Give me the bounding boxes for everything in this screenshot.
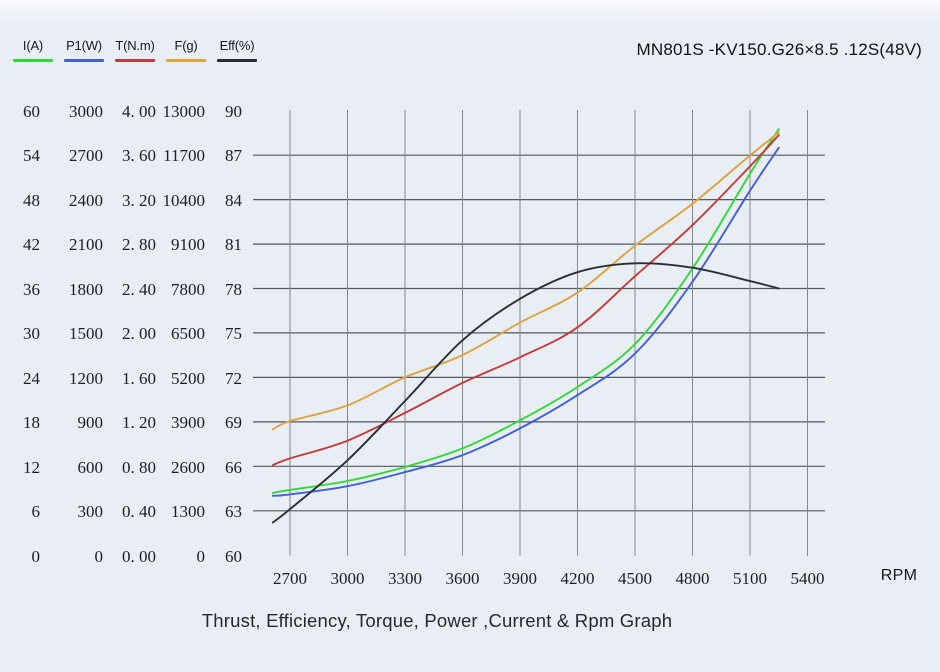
y-tick-label-eff: 72 [225,368,242,388]
x-tick-label: 5100 [733,569,767,588]
x-tick-label: 4800 [675,569,710,588]
legend-item-t-n-m: T(N.m) [115,38,155,62]
legend-item-p1-w: P1(W) [64,38,104,62]
y-tick-label-f-g: 6500 [171,324,205,344]
y-tick-label-t-n-m: 0. 00 [122,546,156,566]
y-tick-label-i-a: 36 [23,279,40,299]
y-tick-label-eff: 63 [225,502,242,522]
y-tick-label-f-g: 13000 [162,102,206,121]
y-tick-label-f-g: 2600 [171,457,205,477]
x-tick-label: 3300 [388,569,422,588]
y-tick-label-p1-w: 0 [94,546,104,566]
legend-label: T(N.m) [115,38,155,53]
y-tick-label-eff: 60 [225,546,242,566]
y-tick-label-t-n-m: 3. 20 [122,190,156,210]
y-tick-label-i-a: 42 [23,235,40,255]
y-tick-label-eff: 90 [225,102,242,121]
y-tick-label-i-a: 30 [23,324,40,344]
y-tick-label-t-n-m: 1. 20 [122,413,156,433]
y-tick-label-t-n-m: 1. 60 [122,368,156,388]
y-tick-label-p1-w: 3000 [69,102,103,121]
legend-label: Eff(%) [219,38,255,53]
y-tick-label-eff: 75 [225,324,242,344]
x-tick-label: 4500 [618,569,652,588]
y-tick-label-p1-w: 2400 [69,190,103,210]
legend-color-line [64,59,104,62]
y-tick-label-i-a: 6 [31,502,41,522]
y-tick-label-p1-w: 2700 [69,146,103,166]
y-tick-label-p1-w: 300 [77,502,104,522]
y-tick-label-eff: 84 [225,190,242,210]
series-line-p1-w [271,146,780,497]
x-tick-label: 5400 [790,569,825,588]
y-tick-label-i-a: 54 [23,146,40,166]
y-tick-label-t-n-m: 3. 60 [122,146,156,166]
legend-item-i-a: I(A) [13,38,53,62]
legend-color-line [166,59,206,62]
y-tick-label-t-n-m: 0. 40 [122,502,156,522]
series-line-t-n-m [271,134,780,467]
y-tick-label-eff: 78 [225,279,242,299]
y-tick-label-t-n-m: 2. 80 [122,235,156,255]
y-tick-label-eff: 87 [225,146,242,166]
series-line-f-g [271,131,780,431]
chart-legend: I(A) P1(W) T(N.m) F(g) Eff(%) [13,38,257,62]
x-tick-label: 3600 [445,569,480,588]
y-tick-label-i-a: 60 [23,102,40,121]
gridlines [253,110,825,556]
y-tick-label-f-g: 9100 [171,235,205,255]
legend-item-eff: Eff(%) [217,38,257,62]
y-tick-label-eff: 81 [225,235,242,255]
legend-item-f-g: F(g) [166,38,206,62]
x-axis-unit: RPM [880,567,918,584]
y-tick-label-i-a: 48 [23,190,40,210]
legend-label: F(g) [174,38,198,53]
y-tick-label-p1-w: 1200 [69,368,103,388]
y-tick-label-t-n-m: 2. 40 [122,279,156,299]
legend-label: P1(W) [66,38,102,53]
y-tick-label-f-g: 7800 [171,279,205,299]
legend-label: I(A) [22,38,44,53]
chart-title: MN801S -KV150.G26×8.5 .12S(48V) [636,40,922,59]
y-tick-label-p1-w: 1800 [69,279,103,299]
y-tick-label-f-g: 5200 [171,368,205,388]
y-tick-label-p1-w: 600 [77,457,104,477]
y-tick-label-t-n-m: 4. 00 [122,102,156,121]
y-tick-label-p1-w: 1500 [69,324,103,344]
x-tick-label: 2700 [273,569,307,588]
y-tick-label-i-a: 12 [23,457,40,477]
y-tick-label-t-n-m: 0. 80 [122,457,156,477]
x-tick-label: 3900 [503,569,537,588]
y-tick-label-p1-w: 900 [77,413,104,433]
legend-color-line [217,59,257,62]
legend-color-line [115,59,155,62]
x-tick-label: 4200 [560,569,595,588]
series-line-i-a [271,128,780,494]
y-tick-label-f-g: 3900 [171,413,205,433]
series-line-eff [271,262,780,524]
y-tick-label-i-a: 0 [31,546,41,566]
y-tick-label-eff: 66 [225,457,242,477]
y-tick-label-t-n-m: 2. 00 [122,324,156,344]
y-tick-label-i-a: 24 [23,368,40,388]
y-tick-label-f-g: 10400 [162,190,206,210]
y-tick-label-eff: 69 [225,413,242,433]
y-tick-label-f-g: 0 [196,546,206,566]
y-tick-label-i-a: 18 [23,413,40,433]
x-tick-label: 3000 [330,569,365,588]
chart-caption: Thrust, Efficiency, Torque, Power ,Curre… [201,610,673,631]
y-tick-label-f-g: 1300 [171,502,205,522]
y-tick-label-f-g: 11700 [163,146,205,166]
y-tick-label-p1-w: 2100 [69,235,103,255]
legend-color-line [13,59,53,62]
